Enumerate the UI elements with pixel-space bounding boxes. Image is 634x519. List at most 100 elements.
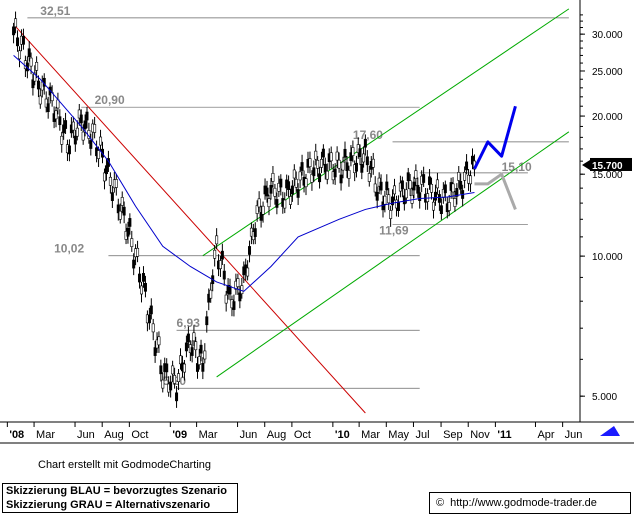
price-candle (17, 50, 21, 60)
price-candle (269, 184, 273, 194)
price-candle (12, 26, 16, 36)
price-candle (323, 163, 327, 173)
price-candle (132, 259, 136, 269)
price-candle (38, 95, 42, 105)
x-tick-label: Jun (77, 429, 95, 441)
price-candle (287, 181, 291, 190)
legend-grey-line: Skizzierung GRAU = Alternativszenario (6, 499, 211, 511)
price-candle (199, 344, 203, 354)
price-candle (36, 80, 40, 90)
price-candle (171, 365, 175, 375)
level-label: 10,02 (54, 242, 84, 256)
price-candle (126, 227, 130, 237)
price-candle (430, 183, 434, 193)
price-candle (457, 172, 461, 181)
price-candle (354, 162, 358, 172)
price-candle (14, 18, 18, 28)
y-tick-label: 20.000 (592, 112, 623, 123)
price-candle (321, 148, 325, 158)
y-tick-label: 10.000 (592, 252, 623, 263)
x-tick-label: '11 (497, 429, 511, 441)
price-candle (418, 192, 422, 201)
price-candle (122, 206, 126, 216)
trendline (13, 23, 366, 414)
x-tick-label: Mar (36, 429, 55, 441)
price-candle (400, 180, 404, 190)
price-candle (416, 184, 420, 194)
price-candle (108, 176, 112, 186)
price-candle (393, 185, 397, 195)
price-candle (54, 110, 58, 120)
x-tick-label: Jun (240, 429, 258, 441)
price-candle (391, 196, 395, 206)
price-candle (192, 332, 196, 342)
price-candle (153, 347, 157, 356)
price-candle (300, 162, 304, 171)
x-tick-label: '10 (335, 429, 350, 441)
price-candle (431, 201, 435, 211)
y-tick-label: 30.000 (592, 30, 623, 41)
source-url[interactable]: http://www.godmode-trader.de (450, 497, 597, 509)
price-candle (220, 250, 224, 260)
price-candle (143, 282, 147, 292)
price-candle (259, 212, 263, 221)
price-candle (151, 323, 155, 333)
price-candle (197, 356, 201, 365)
last-price-box (590, 157, 632, 171)
price-candle (179, 355, 183, 365)
price-candle (428, 176, 432, 186)
price-candle (288, 196, 292, 205)
price-candle (337, 159, 341, 169)
price-candle (44, 98, 48, 108)
price-candle (351, 147, 355, 156)
scenario-legend: Skizzierung BLAU = bevorzugtes Szenario … (2, 483, 238, 513)
price-candle (110, 192, 114, 201)
price-candle (373, 183, 377, 193)
x-tick-label: '09 (172, 429, 187, 441)
price-candle (104, 165, 108, 175)
price-candle (329, 152, 333, 162)
price-candle (89, 140, 93, 149)
price-candle (201, 363, 205, 372)
price-candle (29, 57, 33, 67)
price-candle (31, 79, 35, 89)
moving-average-line (13, 55, 475, 292)
level-label: 32,51 (40, 4, 70, 18)
price-candle (367, 173, 371, 182)
price-candle (83, 120, 87, 130)
price-candle (273, 187, 277, 197)
price-candle (312, 167, 316, 177)
chart-credit: Chart erstellt mit GodmodeCharting (38, 459, 212, 471)
price-candle (408, 180, 412, 190)
price-candle (435, 179, 439, 189)
price-candle (275, 199, 279, 208)
price-candle (304, 178, 308, 188)
price-candle (365, 156, 369, 166)
price-candle (97, 150, 101, 159)
price-candle (75, 127, 79, 137)
price-candle (182, 363, 186, 373)
price-candle (33, 72, 37, 82)
price-candle (184, 342, 188, 352)
price-candle (389, 210, 393, 219)
price-candle (116, 204, 120, 214)
price-candle (310, 174, 314, 183)
price-candle (437, 194, 441, 203)
price-candle (236, 278, 240, 287)
price-candle (27, 48, 31, 58)
price-candle (316, 159, 320, 169)
price-candle (283, 199, 287, 209)
source-url-box[interactable]: © http://www.godmode-trader.de (429, 492, 631, 514)
price-candle (194, 341, 198, 351)
price-candle (360, 164, 364, 173)
price-candle (387, 194, 391, 204)
price-candle (383, 195, 387, 205)
price-candle (347, 170, 351, 179)
logo-icon (600, 426, 620, 436)
price-candle (128, 218, 132, 227)
price-candle (209, 289, 213, 299)
price-candle (318, 173, 322, 183)
price-candle (157, 336, 161, 346)
price-candle (271, 173, 275, 182)
